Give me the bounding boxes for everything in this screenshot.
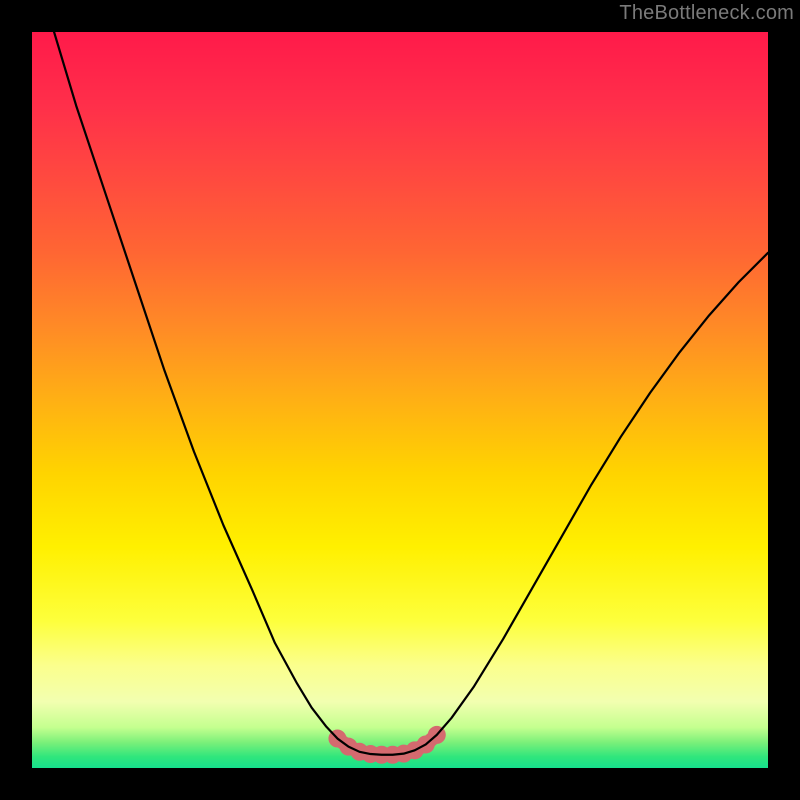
chart-stage: TheBottleneck.com <box>0 0 800 800</box>
watermark-text: TheBottleneck.com <box>619 2 794 25</box>
plot-background-gradient <box>32 32 768 768</box>
bottleneck-curve-chart <box>0 0 800 800</box>
